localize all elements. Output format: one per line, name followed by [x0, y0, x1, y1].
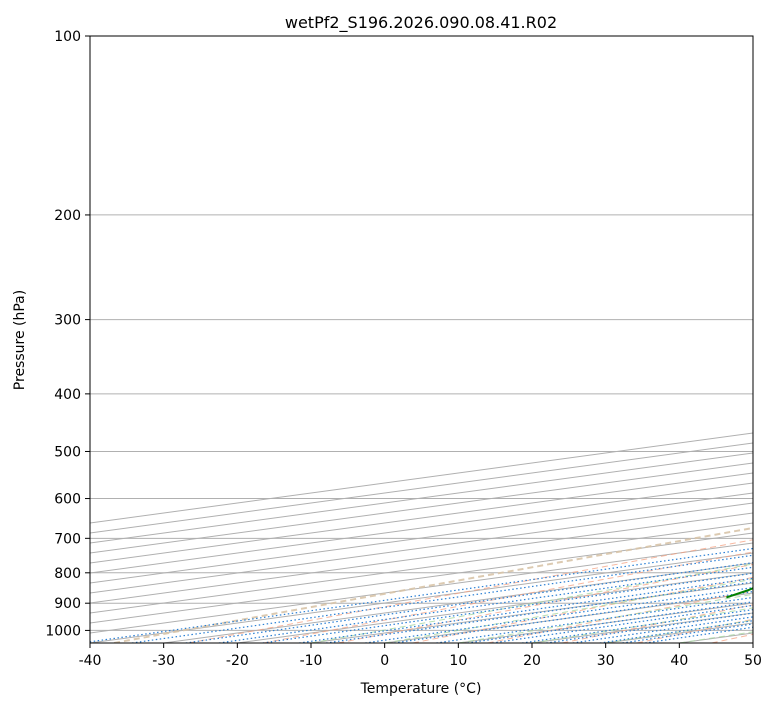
y-tick-label: 300 [54, 313, 81, 329]
y-tick-label: 700 [54, 531, 81, 547]
x-tick-label: -30 [152, 653, 175, 669]
plot-area [90, 36, 753, 643]
x-axis: -40 -30 -20 -10 0 10 20 30 40 50 [79, 643, 762, 669]
dry-adiabat [188, 539, 753, 643]
dry-adiabat [113, 526, 753, 643]
y-tick-label: 400 [54, 387, 81, 403]
isotherm-line [90, 472, 753, 564]
background-lines [90, 36, 753, 643]
x-tick-label: 10 [449, 653, 467, 669]
y-tick-label: 200 [54, 208, 81, 224]
isotherm-line [90, 502, 753, 594]
x-tick-label: -40 [79, 653, 102, 669]
isotherm-line [90, 462, 753, 554]
y-tick-label: 100 [54, 29, 81, 45]
isotherm-line [90, 482, 753, 574]
x-tick-label: 40 [670, 653, 688, 669]
mixing-ratio-line [365, 586, 753, 643]
x-tick-label: 20 [523, 653, 541, 669]
y-tick-label: 800 [54, 566, 81, 582]
plot-frame [89, 35, 754, 644]
x-axis-title: Temperature (°C) [360, 681, 482, 697]
dry-adiabat [338, 563, 753, 643]
y-tick-label: 500 [54, 444, 81, 460]
isotherm-line [90, 452, 753, 544]
x-tick-label: 50 [744, 653, 762, 669]
mixing-ratio-line [299, 577, 753, 643]
mixing-ratio-line [131, 554, 753, 643]
y-axis-title: Pressure (hPa) [12, 290, 28, 390]
x-tick-label: 0 [380, 653, 389, 669]
y-tick-label: 1000 [45, 623, 81, 639]
mixing-ratio-line [326, 581, 753, 643]
mixing-ratio-line [394, 590, 753, 643]
chart-title: wetPf2_S196.2026.090.08.41.R02 [285, 13, 557, 33]
y-tick-label: 900 [54, 596, 81, 612]
isotherm-line [90, 492, 753, 584]
y-axis: 100 200 300 400 500 600 700 800 900 1000 [45, 29, 90, 639]
x-tick-label: -20 [226, 653, 249, 669]
x-tick-label: 30 [597, 653, 615, 669]
dry-adiabat [412, 576, 753, 643]
moist-adiabat [310, 563, 753, 643]
x-tick-label: -10 [300, 653, 323, 669]
isotherm-line [90, 512, 753, 604]
mixing-ratio-line [436, 596, 753, 643]
isotherm-line [90, 532, 753, 624]
y-tick-label: 600 [54, 492, 81, 508]
isotherm-line [90, 522, 753, 614]
